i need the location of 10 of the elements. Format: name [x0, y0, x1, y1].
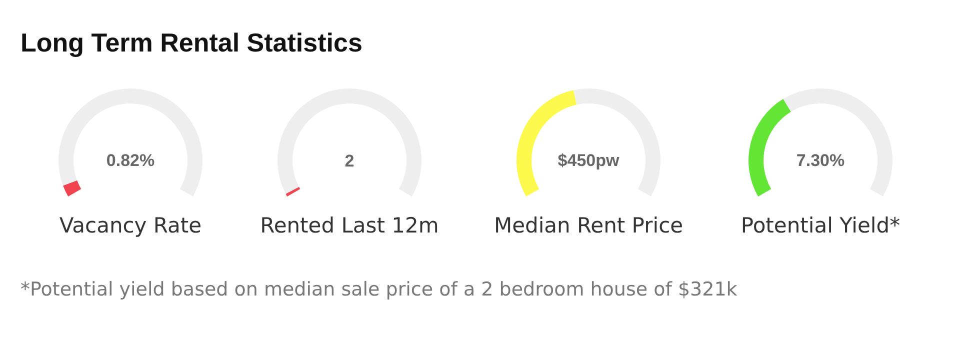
text: Rented Last 12m: [260, 214, 439, 238]
text: Median Rent Price: [494, 214, 684, 238]
text: Vacancy Rate: [59, 214, 202, 238]
text: *Potential yield based on median sale price of a 2 bedroom house of $321k: [20, 278, 738, 300]
text: $450pw: [558, 151, 620, 170]
text: 0.82%: [106, 151, 155, 170]
text: Potential Yield*: [740, 214, 900, 238]
text: Long Term Rental Statistics: [20, 28, 362, 58]
text: 2: [344, 152, 354, 170]
text: 7.30%: [796, 151, 845, 170]
